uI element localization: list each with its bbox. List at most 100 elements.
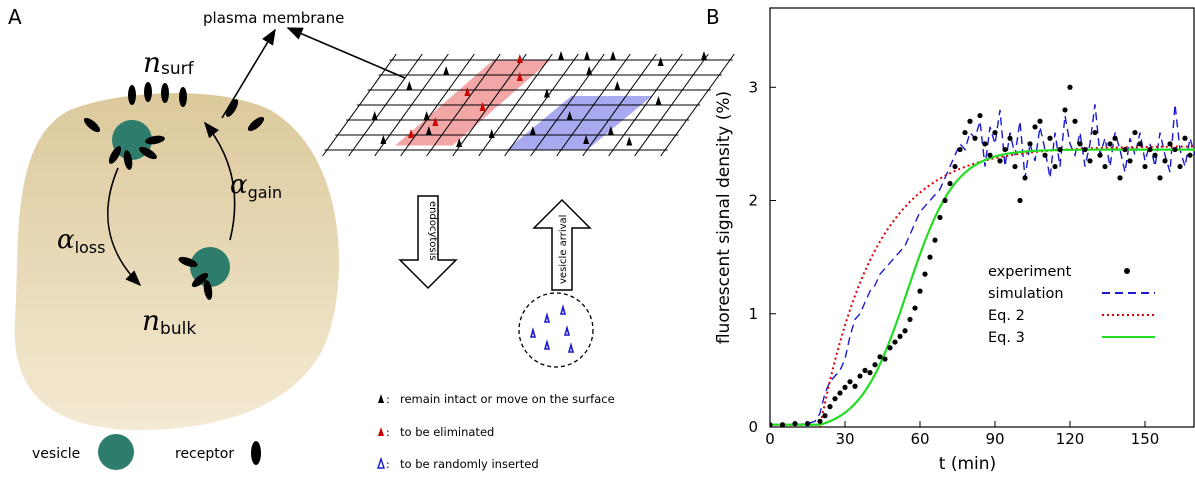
experiment-point bbox=[822, 413, 828, 419]
experiment-point bbox=[1077, 141, 1083, 147]
receptor-intact bbox=[488, 129, 495, 138]
insert-region bbox=[506, 96, 652, 150]
arrow-to-membrane bbox=[221, 28, 276, 119]
remain-icon bbox=[378, 394, 384, 403]
x-tick-label: 0 bbox=[765, 430, 775, 448]
experiment-point bbox=[1047, 135, 1053, 141]
experiment-point bbox=[917, 288, 923, 294]
experiment-point bbox=[1007, 135, 1013, 141]
experiment-point bbox=[1112, 135, 1118, 141]
panel-a: A nsurf plasma membrane bbox=[8, 5, 735, 471]
legend-swatch bbox=[1124, 268, 1130, 274]
experiment-point bbox=[872, 362, 878, 368]
receptor-intact bbox=[626, 136, 633, 146]
experiment-point bbox=[1152, 152, 1158, 158]
receptor-intact bbox=[607, 126, 614, 135]
eliminate-icon bbox=[378, 427, 384, 436]
endocytosis-label: endocytosis bbox=[427, 201, 438, 261]
vesicle-arrival-label: vesicle arrival bbox=[558, 215, 569, 284]
vesicle-arrival-arrow: vesicle arrival bbox=[532, 198, 592, 291]
receptor-intact bbox=[583, 135, 590, 144]
insert-icon bbox=[377, 456, 385, 469]
experiment-point bbox=[927, 254, 933, 260]
experiment-point bbox=[1082, 146, 1088, 153]
experiment-point bbox=[957, 146, 963, 153]
surface-receptors bbox=[128, 82, 265, 132]
receptor-intact bbox=[380, 135, 387, 144]
membrane-lattice bbox=[322, 51, 735, 157]
receptor-intact bbox=[406, 81, 413, 90]
receptor-intact bbox=[586, 66, 593, 75]
experiment-point bbox=[912, 305, 918, 311]
experiment-point bbox=[1072, 118, 1078, 124]
receptor-intact bbox=[614, 81, 621, 90]
svg-text::: : bbox=[386, 426, 390, 439]
y-tick-label: 2 bbox=[748, 192, 758, 210]
n-surf-label: nsurf bbox=[143, 46, 195, 79]
experiment-point bbox=[1067, 84, 1073, 90]
x-tick-label: 60 bbox=[910, 430, 929, 448]
receptor-legend-label: receptor bbox=[175, 446, 234, 462]
receptor-intact bbox=[423, 111, 430, 120]
experiment-point bbox=[1182, 135, 1188, 141]
experiment-point bbox=[922, 271, 928, 277]
arrow-grid-to-membrane bbox=[286, 27, 406, 79]
eliminate-label: to be eliminated bbox=[400, 425, 494, 439]
receptor-intact bbox=[443, 66, 450, 75]
experiment-point bbox=[947, 180, 953, 187]
experiment-point bbox=[897, 333, 903, 340]
experiment-point bbox=[1002, 146, 1008, 153]
receptor-intact bbox=[610, 51, 616, 60]
receptor-eliminated bbox=[516, 72, 523, 81]
experiment-point bbox=[962, 129, 968, 136]
experiment-point bbox=[1017, 197, 1023, 204]
experiment-point bbox=[779, 422, 786, 427]
experiment-point bbox=[1127, 158, 1133, 164]
vesicle-legend-label: vesicle bbox=[32, 446, 80, 462]
experiment-point bbox=[1107, 141, 1113, 147]
signal-chart: 0 30 60 90 120 150 0 1 2 3 t (min) fluorescent sign… bbox=[714, 7, 1195, 474]
experiment-point bbox=[1122, 146, 1128, 153]
x-tick-label: 30 bbox=[835, 430, 854, 448]
experiment-point bbox=[1137, 141, 1143, 147]
lattice-legend: : remain intact or move on the surface :… bbox=[377, 392, 615, 471]
experiment-point bbox=[882, 356, 888, 362]
experiment-point bbox=[1172, 146, 1178, 153]
eq2-series bbox=[770, 145, 1195, 427]
alpha-loss-label: αloss bbox=[57, 225, 105, 257]
vesicle-bottom bbox=[178, 247, 230, 300]
remain-label: remain intact or move on the surface bbox=[400, 392, 615, 406]
x-tick-label: 150 bbox=[1131, 430, 1160, 448]
experiment-point bbox=[952, 163, 958, 170]
eq3-series bbox=[770, 148, 1195, 426]
experiment-point bbox=[857, 373, 863, 379]
alpha-gain-label: αgain bbox=[230, 170, 282, 202]
receptor-eliminated bbox=[464, 87, 471, 96]
arriving-vesicle bbox=[518, 292, 594, 368]
experiment-point bbox=[1062, 107, 1068, 113]
experiment-point bbox=[1032, 124, 1038, 130]
legend-label: Eq. 3 bbox=[988, 330, 1025, 346]
x-tick-label: 120 bbox=[1056, 430, 1085, 448]
experiment-point bbox=[1102, 163, 1108, 170]
experiment-point bbox=[837, 390, 843, 396]
legend-label: experiment bbox=[988, 264, 1072, 280]
experiment-point bbox=[1162, 158, 1168, 164]
experiment-point bbox=[804, 421, 811, 427]
simulation-series bbox=[770, 104, 1195, 426]
cell-body bbox=[14, 93, 340, 430]
receptor-intact bbox=[566, 111, 573, 120]
experiment-point bbox=[1142, 163, 1148, 170]
experiment-point bbox=[992, 129, 998, 136]
experiment-point bbox=[1087, 158, 1093, 164]
experiment-point bbox=[1157, 175, 1163, 181]
receptor-intact bbox=[456, 138, 463, 147]
x-tick-label: 90 bbox=[985, 430, 1004, 448]
experiment-point bbox=[982, 141, 988, 147]
experiment-point bbox=[987, 152, 993, 158]
legend-label: simulation bbox=[988, 286, 1064, 302]
plot-area bbox=[770, 84, 1195, 427]
insert-label: to be randomly inserted bbox=[400, 457, 539, 471]
experiment-point bbox=[1052, 163, 1058, 170]
experiment-point bbox=[1147, 146, 1153, 153]
